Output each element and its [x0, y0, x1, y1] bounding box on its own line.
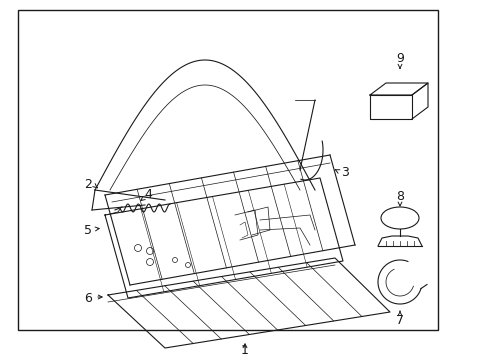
- Bar: [18, 10, 438, 330]
- Text: 6: 6: [84, 292, 92, 305]
- Text: 1: 1: [241, 343, 249, 356]
- Text: 8: 8: [396, 189, 404, 202]
- Text: 5: 5: [84, 224, 92, 237]
- Text: 3: 3: [341, 166, 349, 179]
- Text: 7: 7: [396, 314, 404, 327]
- Text: 4: 4: [144, 189, 152, 202]
- Text: 2: 2: [84, 179, 92, 192]
- Text: 9: 9: [396, 51, 404, 64]
